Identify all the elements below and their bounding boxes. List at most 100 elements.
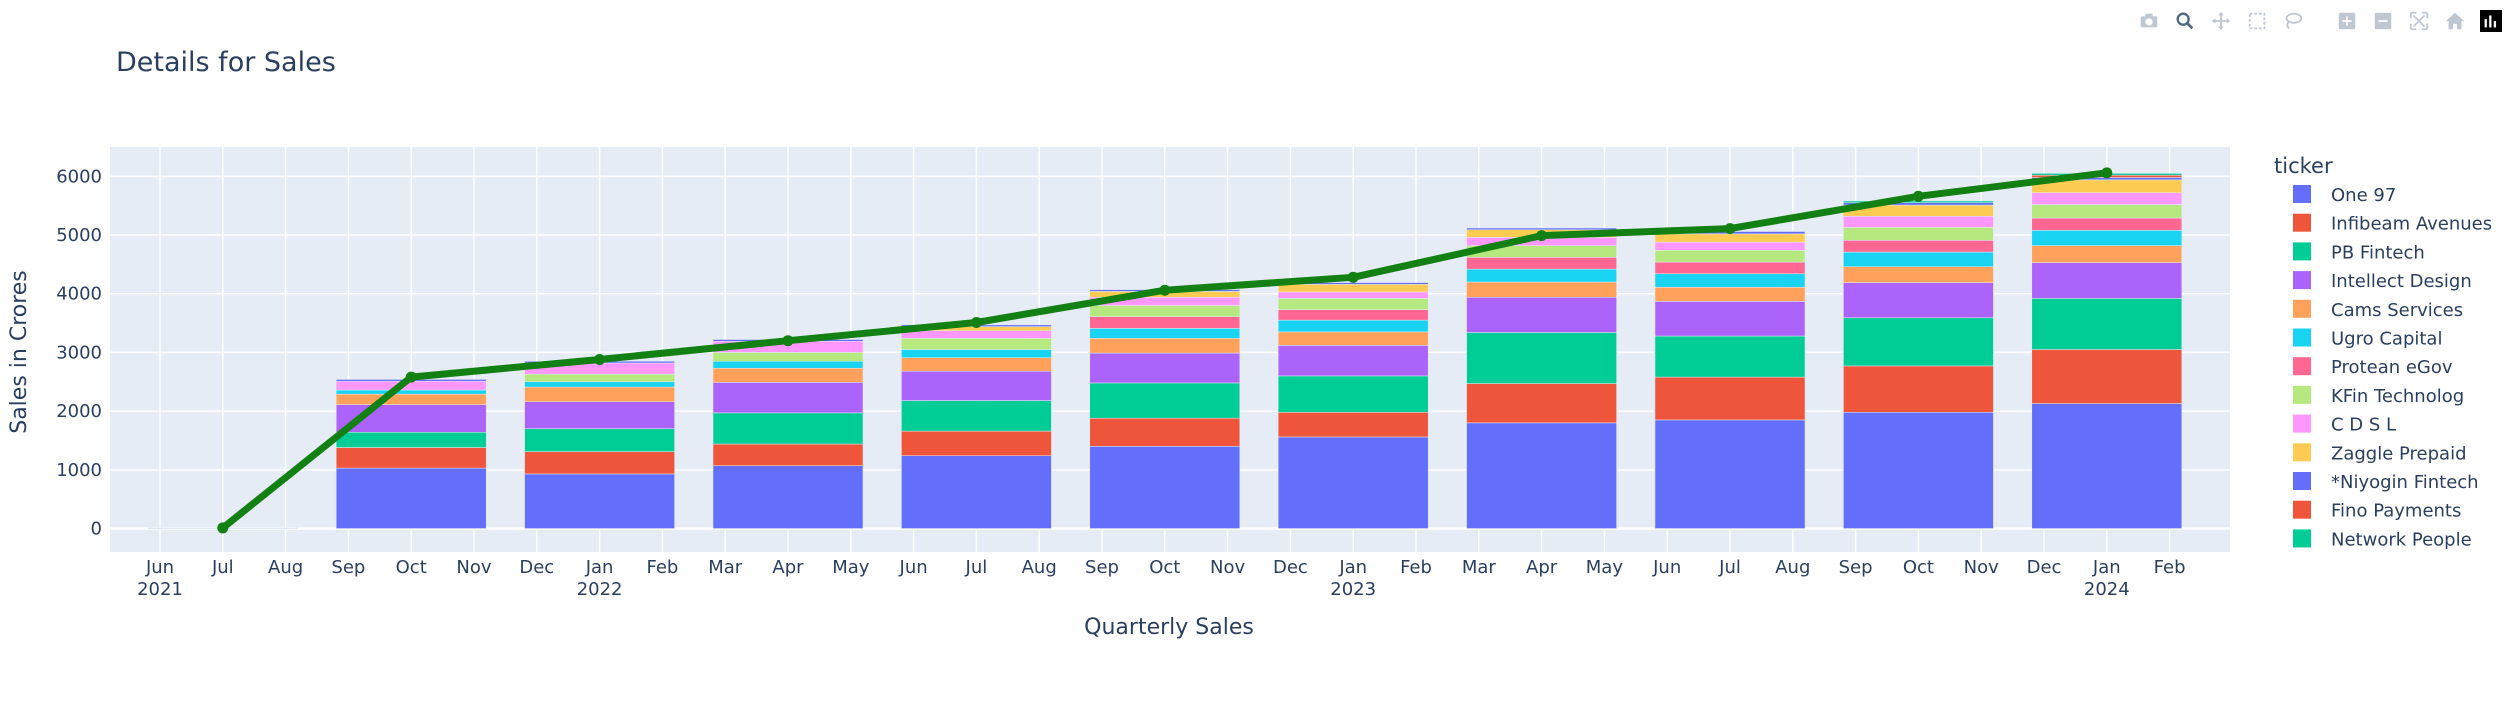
bar-segment[interactable]: [1089, 328, 1241, 339]
legend-swatch[interactable]: [2293, 242, 2311, 261]
bar-segment[interactable]: [1843, 317, 1994, 367]
bar-segment[interactable]: [1277, 309, 1429, 321]
bar-segment[interactable]: [524, 401, 675, 429]
total-line-point[interactable]: [405, 371, 417, 383]
total-line-point[interactable]: [1724, 223, 1736, 235]
zoom-icon[interactable]: [2172, 8, 2198, 34]
bar-segment[interactable]: [1654, 287, 1806, 302]
bar-segment[interactable]: [1654, 241, 1806, 251]
total-line-point[interactable]: [1912, 190, 1924, 202]
bar-segment[interactable]: [1654, 301, 1806, 337]
bar-segment[interactable]: [1843, 365, 1994, 413]
bar-segment[interactable]: [1654, 233, 1806, 243]
legend-swatch[interactable]: [2293, 500, 2311, 519]
bar-segment[interactable]: [901, 349, 1052, 358]
bar-segment[interactable]: [901, 400, 1052, 432]
bar-segment[interactable]: [335, 432, 487, 448]
zoom-in-icon[interactable]: [2334, 8, 2360, 34]
legend-swatch[interactable]: [2293, 472, 2311, 490]
bar-segment[interactable]: [524, 428, 675, 452]
bar-segment[interactable]: [524, 473, 675, 529]
bar-segment[interactable]: [901, 455, 1052, 529]
bar-segment[interactable]: [335, 467, 487, 529]
bar-segment[interactable]: [1466, 281, 1617, 298]
bar-segment[interactable]: [712, 382, 864, 414]
bar-segment[interactable]: [2031, 298, 2183, 350]
bar-segment[interactable]: [712, 352, 864, 362]
bar-segment[interactable]: [1089, 316, 1241, 329]
bar-segment[interactable]: [1466, 422, 1617, 529]
bar-segment[interactable]: [1089, 417, 1241, 447]
legend-swatch[interactable]: [2293, 299, 2311, 318]
legend-swatch[interactable]: [2293, 271, 2311, 290]
bar-segment[interactable]: [2031, 192, 2183, 205]
bar-segment[interactable]: [2031, 204, 2183, 219]
bar-segment[interactable]: [712, 443, 864, 466]
legend-label[interactable]: C D S L: [2331, 415, 2396, 436]
bar-segment[interactable]: [1843, 240, 1994, 253]
bar-segment[interactable]: [1277, 436, 1429, 529]
bar-segment[interactable]: [1466, 332, 1617, 384]
bar-segment[interactable]: [1654, 335, 1806, 378]
reset-axes-icon[interactable]: [2442, 8, 2468, 34]
camera-icon[interactable]: [2136, 8, 2162, 34]
legend-swatch[interactable]: [2293, 385, 2311, 404]
bar-segment[interactable]: [1466, 227, 1617, 231]
bar-segment[interactable]: [1466, 383, 1617, 424]
plotly-logo-icon[interactable]: [2478, 8, 2504, 34]
legend-label[interactable]: Zaggle Prepaid: [2331, 443, 2467, 464]
bar-segment[interactable]: [1843, 266, 1994, 283]
box-select-icon[interactable]: [2244, 8, 2270, 34]
bar-segment[interactable]: [524, 373, 675, 383]
bar-segment[interactable]: [1089, 446, 1241, 529]
bar-segment[interactable]: [1466, 268, 1617, 283]
legend-label[interactable]: Network People: [2331, 529, 2472, 550]
bar-segment[interactable]: [1843, 227, 1994, 241]
bar-segment[interactable]: [1466, 257, 1617, 270]
legend-swatch[interactable]: [2293, 328, 2311, 347]
bar-segment[interactable]: [1277, 298, 1429, 310]
bar-segment[interactable]: [2031, 217, 2183, 231]
pan-icon[interactable]: [2208, 8, 2234, 34]
bar-segment[interactable]: [2031, 245, 2183, 263]
bar-segment[interactable]: [1277, 375, 1429, 413]
legend-label[interactable]: KFin Technolog: [2331, 386, 2464, 407]
bar-segment[interactable]: [1089, 338, 1241, 354]
bar-segment[interactable]: [1466, 297, 1617, 333]
bar-segment[interactable]: [335, 393, 487, 405]
total-line-point[interactable]: [217, 522, 229, 534]
bar-segment[interactable]: [1277, 345, 1429, 377]
legend-label[interactable]: *Niyogin Fintech: [2331, 472, 2479, 493]
bar-segment[interactable]: [1654, 419, 1806, 529]
bar-segment[interactable]: [2031, 349, 2183, 404]
legend-label[interactable]: Ugro Capital: [2331, 329, 2442, 350]
lasso-icon[interactable]: [2280, 8, 2306, 34]
bar-segment[interactable]: [1843, 251, 1994, 267]
legend-swatch[interactable]: [2293, 529, 2311, 548]
legend-label[interactable]: Cams Services: [2331, 300, 2463, 321]
total-line-point[interactable]: [1536, 230, 1548, 242]
bar-segment[interactable]: [1277, 319, 1429, 333]
bar-segment[interactable]: [1843, 282, 1994, 319]
legend-swatch[interactable]: [2293, 443, 2311, 462]
bar-segment[interactable]: [901, 338, 1052, 350]
legend-swatch[interactable]: [2293, 414, 2311, 433]
legend-label[interactable]: Intellect Design: [2331, 271, 2472, 292]
bar-segment[interactable]: [1654, 250, 1806, 263]
bar-segment[interactable]: [1277, 331, 1429, 346]
legend-label[interactable]: Infibeam Avenues: [2331, 214, 2492, 235]
legend-label[interactable]: One 97: [2331, 185, 2396, 206]
bar-segment[interactable]: [1654, 376, 1806, 421]
bar-segment[interactable]: [1277, 291, 1429, 299]
total-line-point[interactable]: [782, 335, 794, 347]
bar-segment[interactable]: [712, 368, 864, 383]
total-line-point[interactable]: [2101, 167, 2113, 179]
bar-segment[interactable]: [712, 465, 864, 529]
bar-segment[interactable]: [901, 430, 1052, 456]
total-line-point[interactable]: [1159, 284, 1171, 296]
bar-segment[interactable]: [1843, 412, 1994, 529]
legend-label[interactable]: Fino Payments: [2331, 501, 2461, 522]
bar-segment[interactable]: [1277, 412, 1429, 438]
zoom-out-icon[interactable]: [2370, 8, 2396, 34]
autoscale-icon[interactable]: [2406, 8, 2432, 34]
